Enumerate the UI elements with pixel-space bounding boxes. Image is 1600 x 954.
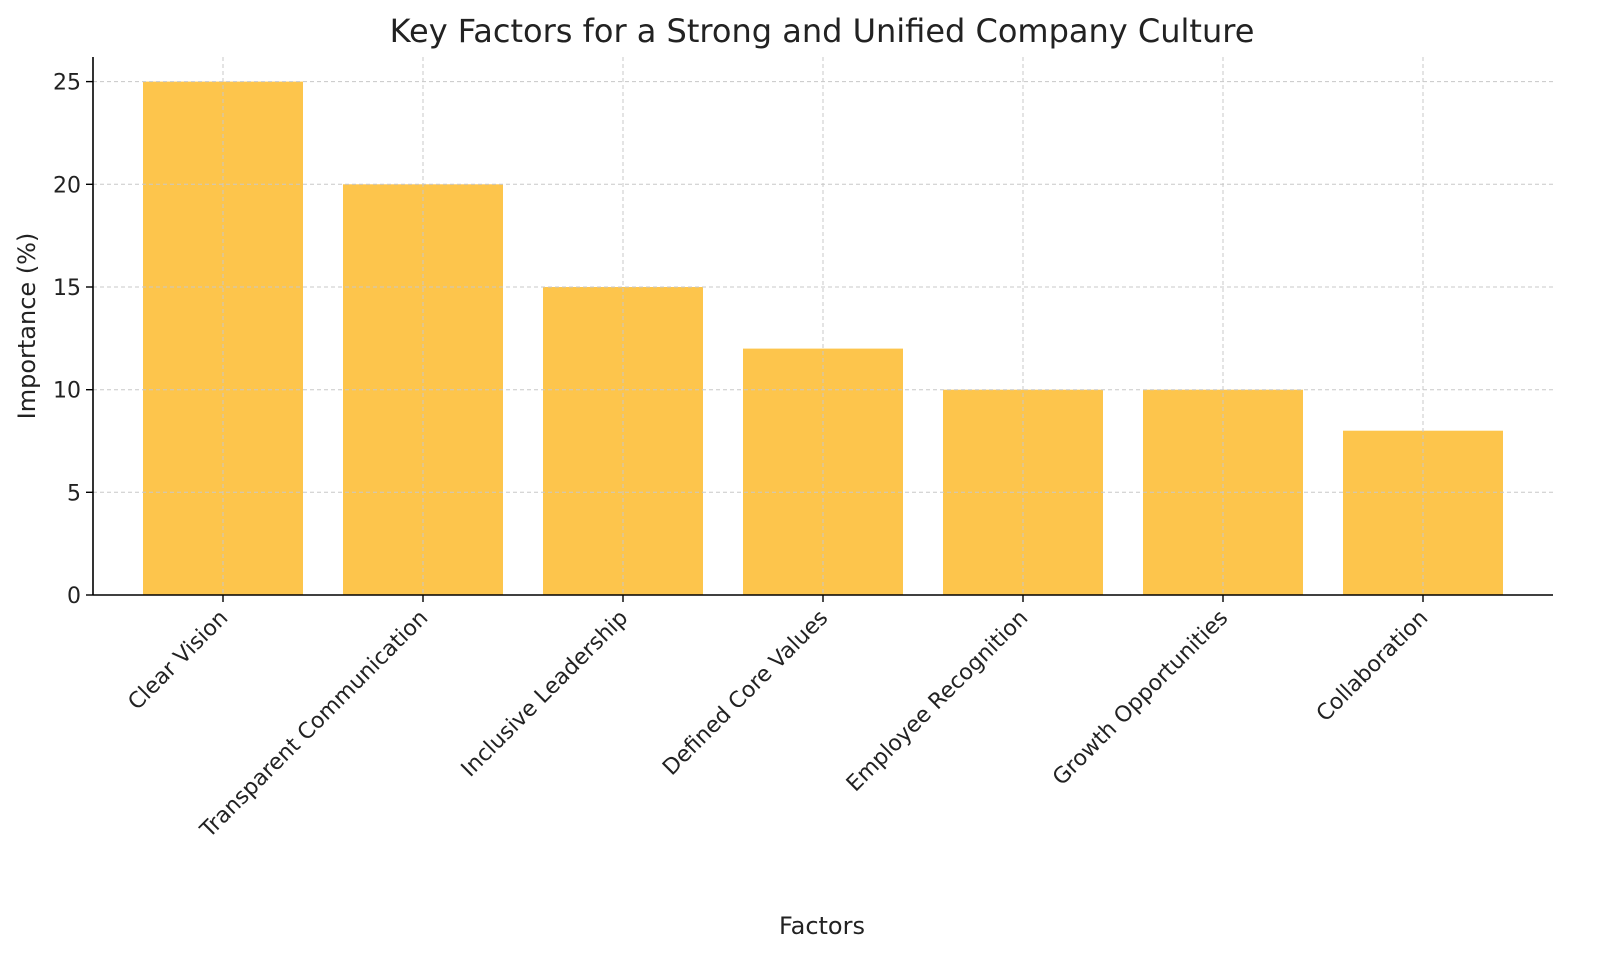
y-tick-label: 15 [53, 276, 81, 301]
x-tick-label: Transparent Communication [195, 606, 433, 844]
x-tick-label: Growth Opportunities [1048, 606, 1233, 791]
y-ticks: 0 5 10 15 20 25 [53, 71, 93, 609]
y-axis-label: Importance (%) [13, 233, 41, 420]
grid [93, 57, 1553, 595]
x-axis-label: Factors [779, 912, 865, 940]
y-tick-label: 20 [53, 173, 81, 198]
y-tick-label: 25 [53, 71, 81, 96]
x-tick-label: Inclusive Leadership [457, 606, 634, 783]
y-tick-label: 0 [67, 584, 81, 609]
chart-title: Key Factors for a Strong and Unified Com… [390, 12, 1255, 50]
x-tick-label: Employee Recognition [842, 606, 1033, 797]
y-tick-label: 5 [67, 481, 81, 506]
x-tick-label: Clear Vision [124, 606, 234, 716]
y-tick-label: 10 [53, 379, 81, 404]
x-tick-label: Defined Core Values [658, 606, 833, 781]
x-tick-label: Collaboration [1312, 606, 1433, 727]
